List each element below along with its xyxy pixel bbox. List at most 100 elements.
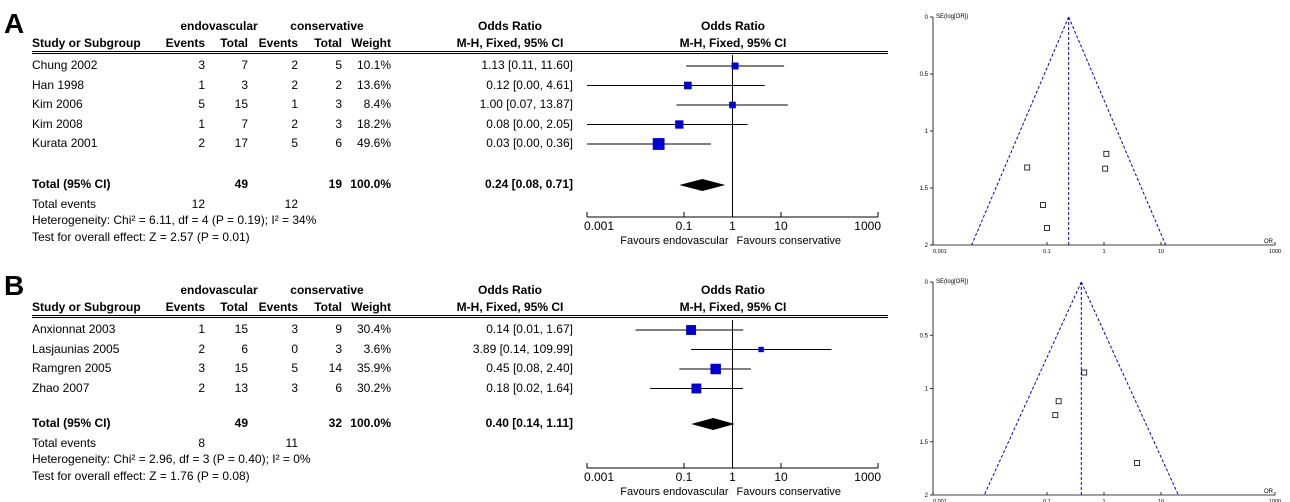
study-e1: 2 — [198, 380, 205, 395]
x-tick-label: 10 — [1158, 499, 1164, 502]
study-point — [1102, 165, 1109, 172]
x-tick-label: 1000 — [854, 470, 881, 484]
x-tick-label: 1 — [729, 219, 736, 233]
study-e2: 0 — [291, 341, 298, 356]
or-header-title: Odds Ratio — [477, 19, 542, 33]
study-t1: 13 — [234, 380, 248, 395]
or-header-method: M-H, Fixed, 95% CI — [456, 36, 564, 50]
header-rule — [32, 51, 888, 52]
x-tick-label: 0.001 — [933, 499, 947, 502]
study-ci-text: 0.45 [0.08, 2.40] — [486, 361, 573, 375]
study-t2: 3 — [335, 116, 342, 131]
events2-header: Events — [258, 300, 298, 314]
study-name: Kim 2006 — [32, 97, 83, 111]
study-ci-text: 0.03 [0.00, 0.36] — [486, 136, 573, 150]
study-t2: 2 — [335, 77, 342, 92]
study-e1: 2 — [198, 341, 205, 356]
plot-method: M-H, Fixed, 95% CI — [679, 300, 787, 314]
study-t1: 15 — [234, 97, 248, 111]
study-marker — [652, 138, 665, 150]
study-name: Ramgren 2005 — [32, 361, 112, 375]
y-tick-label: 2 — [925, 243, 929, 249]
plot-title: Odds Ratio — [700, 283, 765, 297]
pooled-diamond — [679, 179, 726, 191]
events-e2: 12 — [284, 197, 298, 211]
study-name: Han 1998 — [32, 77, 85, 92]
total-weight: 100.0% — [350, 177, 391, 191]
study-weight: 35.9% — [356, 361, 391, 375]
forest-plot: 0.001 0.1 1 10 1000 Favours endovascular Favou… — [584, 55, 881, 247]
study-marker — [675, 120, 684, 129]
favours-right-label: Favours conservative — [737, 486, 842, 498]
total2-header: Total — [314, 300, 342, 314]
study-point — [1024, 164, 1031, 171]
y-axis-label: SE(log[OR]) — [936, 14, 968, 20]
study-weight: 30.2% — [356, 380, 391, 395]
study-marker — [729, 101, 736, 109]
total-label: Total (95% CI) — [32, 416, 111, 430]
study-t2: 6 — [335, 380, 342, 395]
study-e1: 3 — [198, 58, 205, 72]
study-point — [1081, 369, 1088, 376]
x-tick-label: 1 — [729, 470, 736, 484]
total-weight: 100.0% — [350, 416, 391, 430]
study-e1: 1 — [198, 322, 205, 336]
study-t1: 6 — [241, 341, 248, 356]
events1-header: Events — [165, 300, 205, 314]
header-rule — [32, 53, 888, 54]
total-t1: 49 — [234, 416, 248, 430]
favours-left-label: Favours endovascular — [620, 235, 729, 247]
events-e1: 12 — [191, 197, 205, 211]
study-name: Zhao 2007 — [32, 380, 90, 395]
x-tick-label: 0.001 — [933, 249, 947, 255]
y-tick-label: 0 — [925, 15, 929, 21]
header-rule — [32, 317, 888, 318]
events-e1: 8 — [198, 436, 205, 450]
study-t2: 9 — [335, 322, 342, 336]
x-axis-label: OR — [1264, 239, 1274, 245]
x-tick-label: 0.1 — [1043, 499, 1051, 502]
study-e1: 2 — [198, 136, 205, 150]
study-name: Lasjaunias 2005 — [32, 341, 120, 356]
events-label: Total events — [32, 436, 97, 450]
x-tick-label: 0.1 — [1043, 249, 1051, 255]
forest-plot: 0.001 0.1 1 10 1000 Favours endovascular Favou… — [584, 320, 881, 498]
or-header-method: M-H, Fixed, 95% CI — [456, 300, 564, 314]
study-weight: 49.6% — [356, 136, 391, 150]
total-ci: 0.24 [0.08, 0.71] — [484, 177, 573, 191]
panel-b: B endovascular conservative Odds Ratio S… — [0, 250, 1290, 502]
events-e2: 11 — [285, 436, 298, 450]
study-e1: 1 — [198, 77, 205, 92]
study-e2: 5 — [291, 361, 298, 375]
x-tick-label: 0.1 — [676, 219, 693, 233]
total-t2: 19 — [328, 177, 342, 191]
study-weight: 10.1% — [356, 58, 391, 72]
y-tick-label: 2 — [925, 493, 929, 499]
study-marker — [731, 62, 739, 70]
study-weight: 18.2% — [356, 116, 391, 131]
study-name: Kim 2008 — [32, 116, 83, 131]
x-tick-label: 10 — [1158, 249, 1164, 255]
x-tick-label: 0.1 — [676, 470, 693, 484]
study-e2: 3 — [291, 322, 298, 336]
favours-left-label: Favours endovascular — [620, 486, 729, 498]
y-tick-label: 1.5 — [920, 186, 929, 192]
study-weight: 13.6% — [356, 77, 391, 92]
heterogeneity-text: Heterogeneity: Chi² = 2.96, df = 3 (P = … — [32, 452, 311, 466]
study-marker — [691, 383, 702, 394]
study-t1: 7 — [241, 116, 248, 131]
plot-method: M-H, Fixed, 95% CI — [679, 36, 787, 50]
group1-header: endovascular — [180, 283, 258, 297]
study-point — [1103, 150, 1110, 157]
study-header: Study or Subgroup — [32, 36, 141, 50]
study-t2: 6 — [335, 136, 342, 150]
heterogeneity-text: Heterogeneity: Chi² = 6.11, df = 4 (P = … — [32, 213, 317, 227]
study-t1: 7 — [241, 58, 248, 72]
study-name: Kurata 2001 — [32, 136, 98, 150]
total1-header: Total — [220, 300, 248, 314]
panel-letter: A — [4, 8, 25, 39]
study-weight: 3.6% — [363, 341, 391, 356]
total2-header: Total — [314, 36, 342, 50]
funnel-right-line — [1068, 16, 1167, 246]
weight-header: Weight — [351, 300, 391, 314]
